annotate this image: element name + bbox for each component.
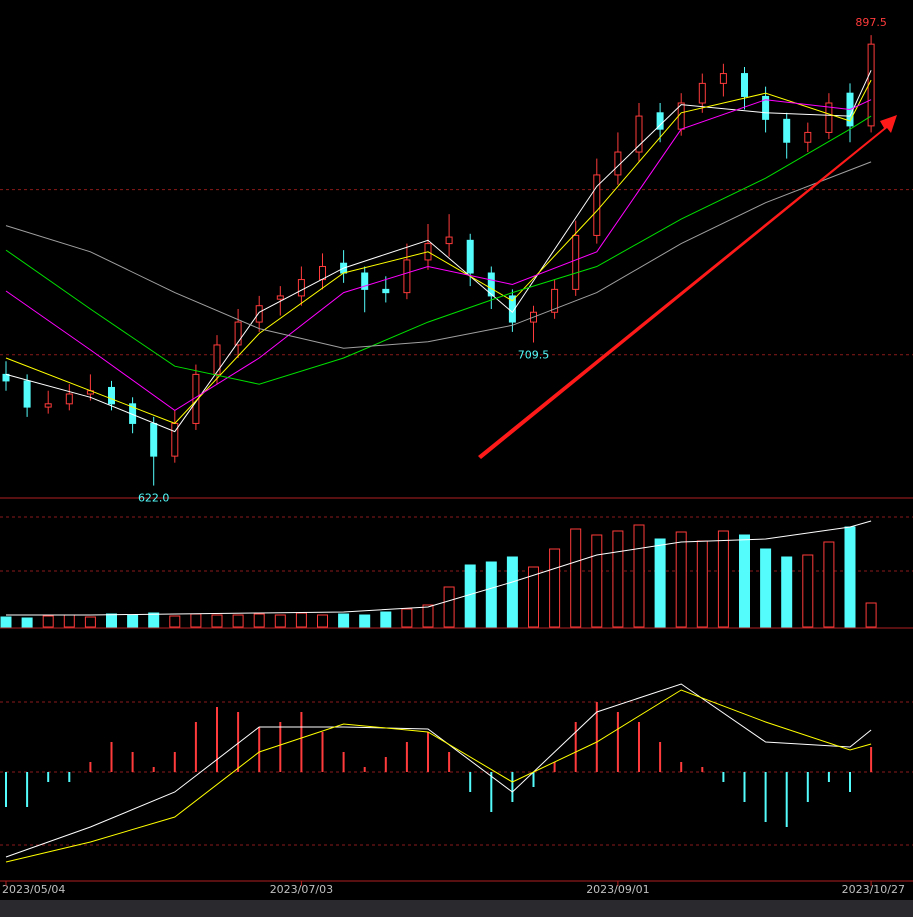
volume-bar bbox=[675, 531, 687, 628]
candle-body bbox=[572, 234, 580, 290]
candle-body bbox=[361, 272, 369, 290]
indicator-line bbox=[5, 689, 872, 863]
indicator-line bbox=[5, 161, 872, 349]
volume-bar bbox=[232, 614, 244, 628]
volume-bar bbox=[274, 614, 286, 628]
candle-body bbox=[551, 288, 559, 313]
candle-body bbox=[2, 373, 10, 382]
volume-bar bbox=[591, 534, 603, 628]
volume-bar bbox=[317, 614, 328, 628]
volume-bar bbox=[760, 548, 772, 628]
x-tick-label: 2023/07/03 bbox=[270, 883, 333, 896]
volume-bar bbox=[422, 604, 434, 628]
volume-bar bbox=[781, 556, 793, 628]
candle-body bbox=[783, 118, 791, 143]
indicator-line bbox=[5, 79, 872, 424]
price-annotation: 709.5 bbox=[518, 349, 550, 362]
volume-bar bbox=[528, 566, 539, 628]
trend-arrow bbox=[478, 115, 897, 459]
volume-bar bbox=[485, 561, 497, 628]
volume-bar bbox=[338, 613, 350, 628]
volume-bar bbox=[865, 602, 877, 628]
volume-bar bbox=[717, 530, 729, 628]
candle-body bbox=[403, 259, 411, 294]
candle-body bbox=[698, 82, 706, 104]
price-annotation: 897.5 bbox=[855, 16, 887, 29]
volume-bar bbox=[295, 612, 307, 628]
candle-body bbox=[255, 305, 263, 323]
volume-bar bbox=[823, 541, 835, 628]
candle-body bbox=[108, 386, 115, 405]
candle-body bbox=[487, 272, 495, 297]
price-annotation: 622.0 bbox=[138, 492, 170, 505]
volume-bar bbox=[570, 528, 582, 628]
volume-bar bbox=[84, 616, 96, 628]
candle-body bbox=[445, 236, 453, 245]
indicator-line bbox=[6, 520, 872, 616]
candle-body bbox=[297, 279, 305, 297]
volume-bar bbox=[253, 613, 265, 628]
x-tick-label: 2023/05/04 bbox=[2, 883, 65, 896]
marks: 2023/05/04 2023/07/03 2023/09/01 2023/10/27… bbox=[0, 16, 913, 896]
volume-bar bbox=[359, 614, 371, 628]
candle-body bbox=[741, 73, 748, 97]
status-strip bbox=[0, 900, 913, 917]
candle-body bbox=[656, 112, 664, 130]
candle-body bbox=[508, 295, 516, 323]
candle-body bbox=[150, 422, 158, 457]
volume-bar bbox=[21, 617, 33, 628]
volume-bar bbox=[63, 614, 75, 628]
volume-bar bbox=[127, 614, 139, 628]
indicator-line bbox=[5, 115, 872, 385]
volume-bar bbox=[739, 534, 750, 628]
candle-body bbox=[804, 131, 812, 143]
volume-bar bbox=[506, 556, 518, 628]
x-tick-label: 2023/09/01 bbox=[586, 883, 649, 896]
volume-bar bbox=[169, 615, 181, 628]
volume-bar bbox=[443, 586, 455, 628]
volume-bar bbox=[844, 526, 856, 628]
volume-bar bbox=[42, 615, 54, 628]
indicator-line bbox=[5, 683, 872, 858]
volume-bar bbox=[612, 530, 624, 628]
volume-bar bbox=[106, 613, 117, 628]
candle-body bbox=[65, 393, 73, 405]
volume-bar bbox=[802, 554, 814, 628]
volume-bar bbox=[211, 614, 223, 628]
indicator-line bbox=[5, 99, 872, 412]
candle-body bbox=[234, 321, 242, 346]
candle-body bbox=[276, 295, 284, 300]
candle-body bbox=[44, 403, 52, 408]
volume-bar bbox=[696, 540, 708, 628]
candle-body bbox=[213, 344, 221, 375]
candle-body bbox=[762, 95, 770, 120]
volume-bar bbox=[401, 608, 413, 628]
candle-body bbox=[635, 115, 643, 153]
volume-bar bbox=[0, 616, 12, 628]
candle-body bbox=[382, 288, 390, 294]
candle-body bbox=[825, 102, 833, 133]
volume-bar bbox=[633, 524, 645, 628]
candle-body bbox=[719, 73, 727, 84]
volume-bar bbox=[380, 611, 392, 628]
volume-bar bbox=[190, 613, 202, 628]
candle-body bbox=[466, 239, 474, 274]
candle-body bbox=[23, 380, 31, 408]
volume-bar bbox=[654, 538, 666, 628]
volume-bar bbox=[148, 612, 160, 628]
x-tick-label: 2023/10/27 bbox=[842, 883, 905, 896]
candle-body bbox=[593, 174, 601, 236]
volume-bar bbox=[549, 548, 561, 628]
